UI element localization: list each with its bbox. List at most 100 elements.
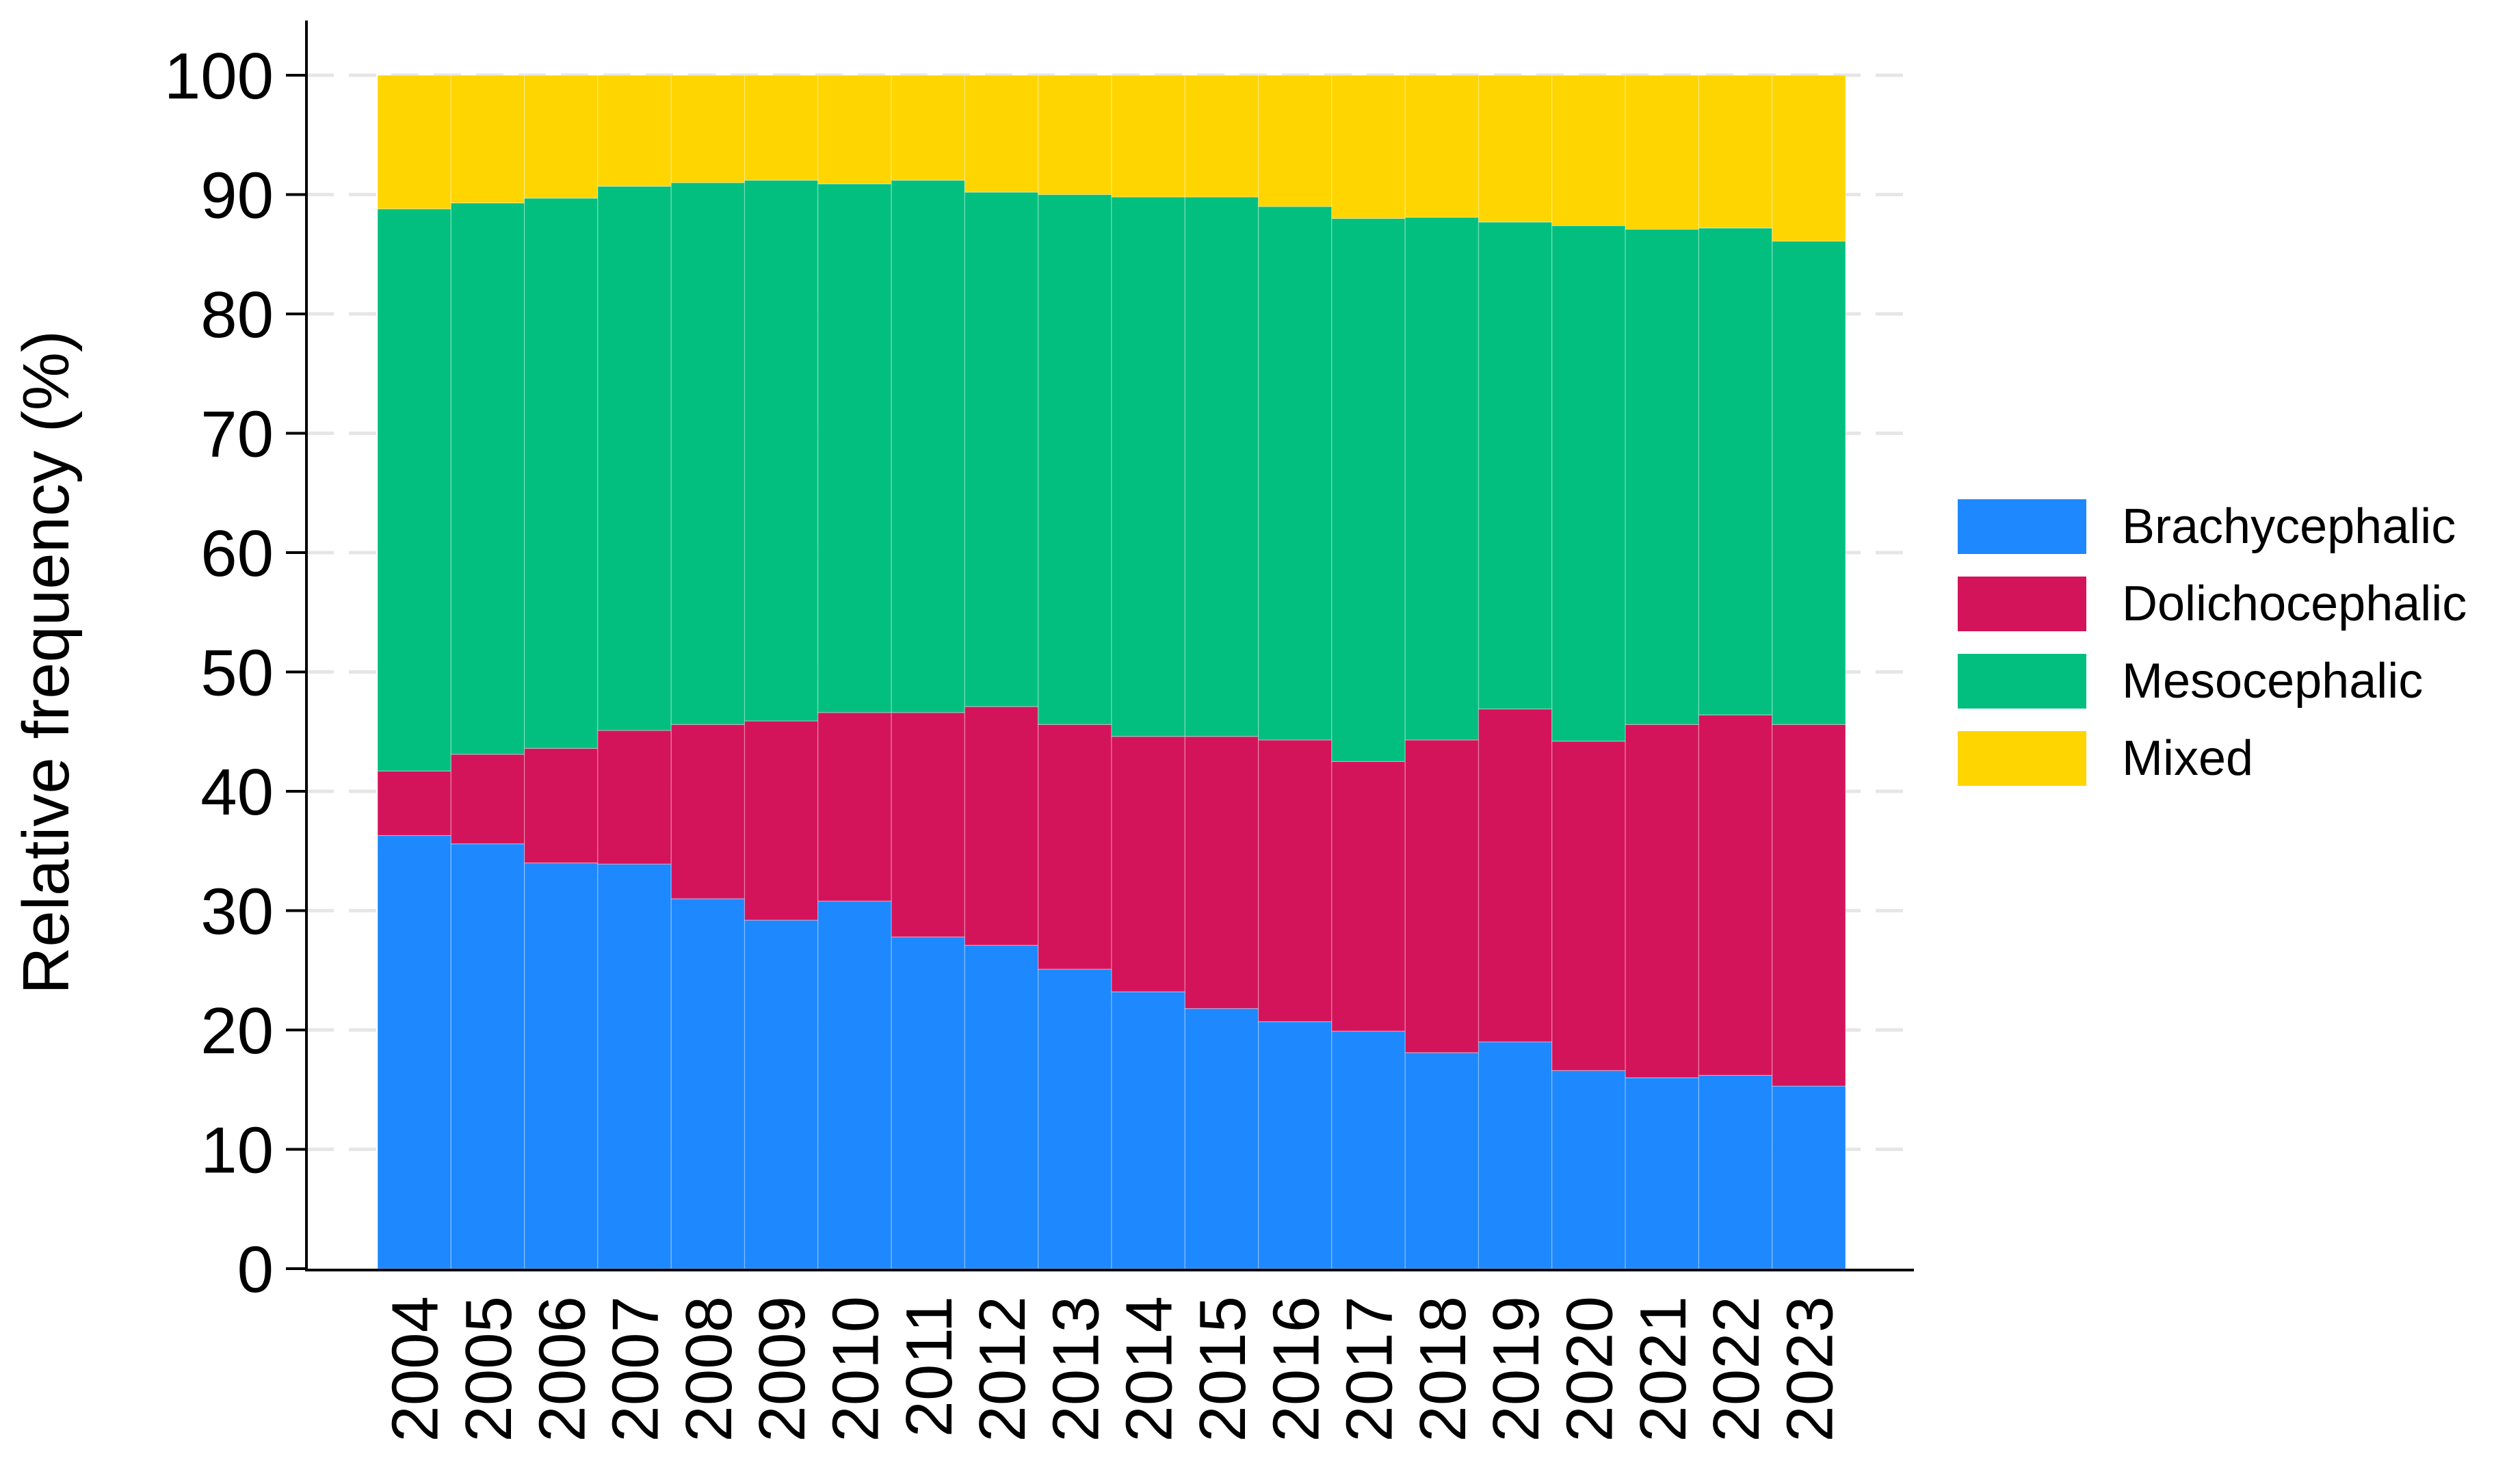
y-tick-label: 0 [237, 1233, 274, 1306]
bar-segment-mixed-2015 [1184, 75, 1259, 198]
legend-swatch-dolichocephalic [1958, 577, 2086, 631]
bar-segment-mesocephalic-2021 [1625, 228, 1700, 725]
bar-segment-brachycephalic-2016 [1257, 1021, 1333, 1269]
bar-segment-brachycephalic-2017 [1331, 1031, 1406, 1269]
bar-segment-brachycephalic-2004 [377, 834, 451, 1269]
legend-label-brachycephalic: Brachycephalic [2122, 499, 2456, 554]
bar-segment-dolichocephalic-2006 [523, 748, 599, 864]
bar-segment-brachycephalic-2013 [1038, 968, 1112, 1269]
bar-segment-brachycephalic-2021 [1625, 1077, 1700, 1269]
bar-segment-dolichocephalic-2022 [1698, 714, 1773, 1076]
y-axis-title: Relative frequency (%) [10, 330, 83, 994]
bar-segment-mesocephalic-2014 [1111, 196, 1185, 737]
x-ticks: 2004 2005 2006 2007 2008 2009 2010 2011 2012 2013… [379, 1296, 1847, 1442]
legend-label-mesocephalic: Mesocephalic [2122, 654, 2423, 709]
bar-segment-brachycephalic-2020 [1551, 1070, 1626, 1269]
bar-segment-mixed-2014 [1111, 75, 1185, 198]
y-tick-label: 60 [200, 517, 274, 590]
bar-segment-mesocephalic-2019 [1478, 222, 1553, 710]
legend-swatch-brachycephalic [1958, 499, 2086, 554]
x-tick-label: 2004 [379, 1296, 452, 1442]
bar-segment-brachycephalic-2015 [1184, 1007, 1259, 1269]
bar-segment-brachycephalic-2014 [1111, 991, 1185, 1269]
bar-segment-mixed-2011 [891, 75, 965, 181]
bar-segment-mesocephalic-2022 [1698, 227, 1773, 715]
bar-segment-dolichocephalic-2018 [1404, 739, 1480, 1053]
bar-segment-mesocephalic-2005 [450, 202, 525, 755]
bar-segment-brachycephalic-2019 [1478, 1041, 1553, 1269]
bar-segment-mesocephalic-2013 [1038, 194, 1112, 725]
bar-segment-mixed-2004 [377, 75, 451, 210]
bar-segment-mesocephalic-2008 [670, 182, 746, 725]
bar-segment-dolichocephalic-2014 [1111, 736, 1185, 992]
x-tick-label: 2019 [1480, 1296, 1553, 1442]
bar-segment-mixed-2009 [744, 75, 819, 181]
y-ticks: 0 10 20 30 40 50 60 70 80 90 100 [164, 40, 306, 1306]
x-tick-label: 2013 [1039, 1296, 1112, 1442]
bar-segment-mixed-2022 [1698, 75, 1773, 228]
x-tick-label: 2006 [525, 1296, 599, 1442]
bar-segment-dolichocephalic-2007 [597, 730, 672, 865]
bar-segment-brachycephalic-2023 [1772, 1085, 1846, 1269]
bar-segment-dolichocephalic-2005 [450, 754, 525, 845]
bar-segment-mixed-2005 [450, 75, 525, 204]
bar-segment-mesocephalic-2018 [1404, 217, 1480, 741]
bar-segment-mixed-2023 [1772, 75, 1846, 242]
bar-segment-dolichocephalic-2010 [817, 712, 892, 902]
bar-segment-mesocephalic-2004 [377, 208, 451, 771]
y-tick-label: 90 [200, 159, 274, 233]
bar-segment-mixed-2007 [597, 75, 672, 187]
bar-segment-dolichocephalic-2019 [1478, 708, 1553, 1043]
bar-segment-dolichocephalic-2015 [1184, 736, 1259, 1009]
x-tick-label: 2022 [1700, 1296, 1773, 1442]
bar-segment-mesocephalic-2016 [1257, 206, 1333, 741]
bar-segment-brachycephalic-2018 [1404, 1052, 1480, 1269]
bar-segment-dolichocephalic-2023 [1772, 724, 1846, 1087]
bar-segment-mesocephalic-2009 [744, 179, 819, 722]
bar-segment-mesocephalic-2010 [817, 183, 892, 713]
bar-segment-mixed-2020 [1551, 75, 1626, 226]
x-tick-label: 2014 [1113, 1296, 1186, 1442]
bar-segment-mesocephalic-2017 [1331, 217, 1406, 762]
bar-segment-mixed-2021 [1625, 75, 1700, 230]
x-tick-label: 2021 [1627, 1296, 1700, 1442]
bar-segment-mesocephalic-2012 [964, 191, 1039, 707]
bar-segment-brachycephalic-2022 [1698, 1074, 1773, 1269]
bar-segment-mixed-2017 [1331, 75, 1406, 219]
bar-segment-dolichocephalic-2004 [377, 770, 451, 836]
x-tick-label: 2020 [1553, 1296, 1626, 1442]
bars [377, 75, 1846, 1269]
bar-segment-brachycephalic-2009 [744, 919, 819, 1269]
bar-segment-dolichocephalic-2020 [1551, 741, 1626, 1071]
bar-segment-dolichocephalic-2011 [891, 712, 965, 938]
bar-segment-dolichocephalic-2016 [1257, 739, 1333, 1022]
legend-swatch-mixed [1958, 731, 2086, 786]
bar-segment-mesocephalic-2015 [1184, 196, 1259, 737]
x-tick-label: 2005 [452, 1296, 525, 1442]
bar-segment-mesocephalic-2023 [1772, 240, 1846, 725]
bar-segment-dolichocephalic-2021 [1625, 724, 1700, 1079]
y-tick-label: 100 [164, 40, 274, 113]
legend-swatch-mesocephalic [1958, 654, 2086, 709]
x-tick-label: 2011 [893, 1296, 966, 1437]
bar-segment-mixed-2013 [1038, 75, 1112, 196]
x-tick-label: 2017 [1333, 1296, 1406, 1442]
x-tick-label: 2012 [966, 1296, 1039, 1442]
x-tick-label: 2018 [1406, 1296, 1480, 1442]
axes [305, 21, 1914, 1271]
bar-segment-brachycephalic-2007 [597, 863, 672, 1269]
legend-label-dolichocephalic: Dolichocephalic [2122, 577, 2467, 631]
bar-segment-mixed-2006 [523, 75, 599, 199]
bar-segment-mesocephalic-2011 [891, 179, 965, 713]
bar-segment-dolichocephalic-2008 [670, 724, 746, 899]
bar-segment-brachycephalic-2012 [964, 944, 1039, 1269]
bar-segment-mixed-2019 [1478, 75, 1553, 223]
x-tick-label: 2009 [746, 1296, 819, 1442]
bar-segment-mesocephalic-2020 [1551, 225, 1626, 742]
bar-segment-mixed-2012 [964, 75, 1039, 193]
legend: Brachycephalic Dolichocephalic Mesocephali… [1958, 499, 2467, 786]
bar-segment-dolichocephalic-2009 [744, 720, 819, 921]
x-tick-label: 2015 [1186, 1296, 1259, 1442]
